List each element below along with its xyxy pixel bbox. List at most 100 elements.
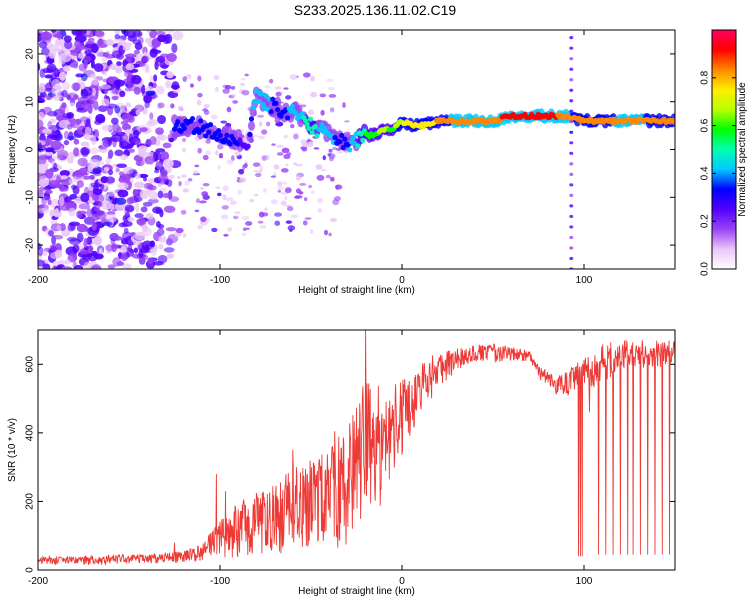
heatmap-cell xyxy=(333,196,341,202)
heatmap-cell xyxy=(264,207,268,211)
heatmap-cell xyxy=(302,72,311,78)
heatmap-cell xyxy=(93,63,104,72)
heatmap-cell xyxy=(76,194,82,202)
heatmap-cell xyxy=(328,148,333,153)
heatmap-cell xyxy=(240,78,246,81)
heatmap-cell xyxy=(270,199,278,204)
heatmap-cell xyxy=(63,130,69,140)
heatmap-cell xyxy=(304,197,308,202)
heatmap-cell xyxy=(168,137,175,143)
heatmap-cell xyxy=(284,187,292,194)
heatmap-cell xyxy=(136,218,146,226)
heatmap-cell xyxy=(114,33,121,40)
heatmap-cell xyxy=(158,174,169,183)
heatmap-cell xyxy=(134,231,146,241)
heatmap-cell xyxy=(162,158,174,169)
heatmap-cell xyxy=(210,114,218,120)
heatmap-cell xyxy=(142,177,148,182)
heatmap-cell xyxy=(120,154,128,161)
heatmap-cell xyxy=(90,135,97,146)
heatmap-cell xyxy=(177,105,183,112)
heatmap-cell xyxy=(569,172,574,176)
y-tick-label: -20 xyxy=(25,237,36,252)
heatmap-cell xyxy=(340,144,346,151)
heatmap-cell xyxy=(114,79,121,90)
y-tick-label: 600 xyxy=(25,356,36,373)
y-axis-label: SNR (10 * v/v) xyxy=(7,418,18,482)
heatmap-cell xyxy=(114,149,124,157)
heatmap-cell xyxy=(103,193,110,199)
heatmap-cell xyxy=(271,143,276,146)
heatmap-cell xyxy=(317,197,324,204)
heatmap-cell xyxy=(124,102,132,108)
heatmap-cell xyxy=(299,182,307,186)
heatmap-cell xyxy=(253,170,259,173)
heatmap-cell xyxy=(60,52,72,63)
heatmap-cell xyxy=(121,42,132,48)
heatmap-cell xyxy=(146,30,152,33)
heatmap-cell xyxy=(84,126,92,136)
x-tick-label: -100 xyxy=(210,275,230,286)
heatmap-cell xyxy=(181,174,187,178)
heatmap-cell xyxy=(105,38,115,46)
heatmap-cell xyxy=(144,155,155,165)
heatmap-cell xyxy=(67,223,76,232)
heatmap-cell xyxy=(89,147,99,155)
heatmap-cell xyxy=(101,200,112,211)
heatmap-cell xyxy=(284,195,288,201)
heatmap-cell xyxy=(238,168,245,175)
heatmap-layer xyxy=(38,30,675,269)
heatmap-cell xyxy=(144,63,150,74)
y-tick-label: -10 xyxy=(25,190,36,205)
heatmap-cell xyxy=(86,208,92,218)
heatmap-cell xyxy=(124,204,135,213)
heatmap-cell xyxy=(289,103,296,109)
heatmap-cell xyxy=(329,107,335,113)
heatmap-cell xyxy=(569,151,574,155)
heatmap-cell xyxy=(245,221,253,226)
y-tick-label: 0 xyxy=(25,567,36,573)
heatmap-cell xyxy=(45,147,55,153)
heatmap-cell xyxy=(300,104,307,108)
heatmap-cell xyxy=(322,125,328,132)
heatmap-cell xyxy=(155,55,166,63)
heatmap-cell xyxy=(200,216,207,223)
heatmap-cell xyxy=(193,170,199,175)
heatmap-cell xyxy=(218,152,224,159)
heatmap-cell xyxy=(125,63,135,71)
heatmap-cell xyxy=(569,141,574,145)
heatmap-cell xyxy=(254,172,262,178)
heatmap-cell xyxy=(48,180,61,188)
heatmap-cell xyxy=(132,30,143,38)
heatmap-cell xyxy=(214,89,220,93)
heatmap-cell xyxy=(41,196,47,205)
heatmap-cell xyxy=(275,107,281,113)
heatmap-cell xyxy=(230,200,237,206)
heatmap-cell xyxy=(569,36,574,40)
heatmap-cell xyxy=(52,33,63,39)
heatmap-cell xyxy=(163,205,176,213)
heatmap-cell xyxy=(157,223,165,229)
heatmap-cell xyxy=(50,140,62,151)
heatmap-cell xyxy=(66,124,73,130)
heatmap-cell xyxy=(194,209,200,213)
heatmap-cell xyxy=(120,245,127,255)
heatmap-cell xyxy=(569,109,574,113)
heatmap-cell xyxy=(45,82,54,91)
heatmap-cell xyxy=(304,121,310,127)
heatmap-cell xyxy=(159,209,164,218)
heatmap-cell xyxy=(56,225,62,231)
heatmap-cell xyxy=(76,210,83,219)
colorbar-tick-label: 0.4 xyxy=(700,166,711,180)
heatmap-cell xyxy=(101,125,113,131)
heatmap-cell xyxy=(259,121,263,127)
heatmap-cell xyxy=(64,259,71,265)
heatmap-cell xyxy=(309,228,314,235)
heatmap-cell xyxy=(317,208,323,213)
heatmap-cell xyxy=(310,190,315,194)
heatmap-cell xyxy=(347,147,353,153)
heatmap-cell xyxy=(52,95,62,101)
heatmap-cell xyxy=(74,40,81,47)
heatmap-cell xyxy=(264,85,271,89)
heatmap-cell xyxy=(286,206,294,212)
